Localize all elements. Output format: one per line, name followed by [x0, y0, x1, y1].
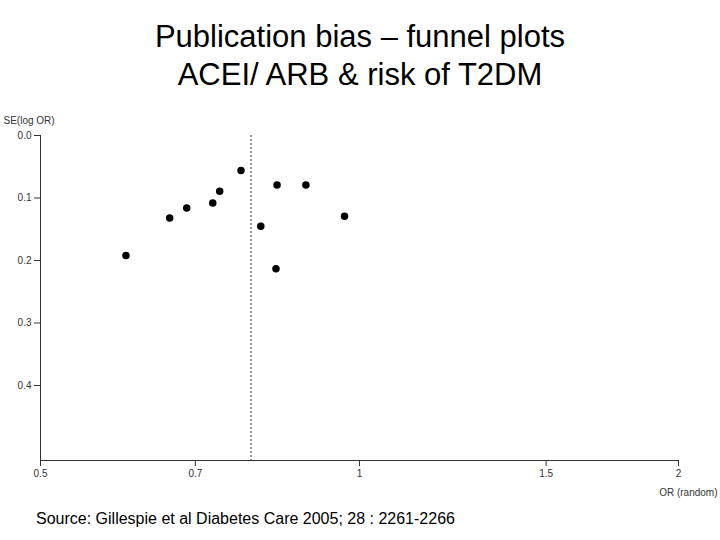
svg-text:0.5: 0.5: [34, 468, 48, 479]
svg-text:SE(log OR): SE(log OR): [4, 115, 55, 126]
html-text:Publication bias – funnel plot: Publication bias – funnel plots: [154, 19, 566, 54]
svg-text:2: 2: [676, 468, 682, 479]
svg-text:0.0: 0.0: [18, 130, 32, 141]
html-text:Source: Gillespie et al Diabet: Source: Gillespie et al Diabetes Care 20…: [36, 510, 455, 527]
svg-text:0.7: 0.7: [188, 468, 202, 479]
html-text:ACEI/ ARB & risk of T2DM: ACEI/ ARB & risk of T2DM: [177, 57, 543, 92]
svg-text:OR (random): OR (random): [659, 487, 717, 498]
svg-text:1: 1: [357, 468, 363, 479]
svg-text:0.1: 0.1: [18, 192, 32, 203]
svg-text:0.2: 0.2: [18, 255, 32, 266]
svg-text:0.4: 0.4: [18, 380, 32, 391]
svg-text:0.3: 0.3: [18, 317, 32, 328]
svg-text:1.5: 1.5: [539, 468, 553, 479]
